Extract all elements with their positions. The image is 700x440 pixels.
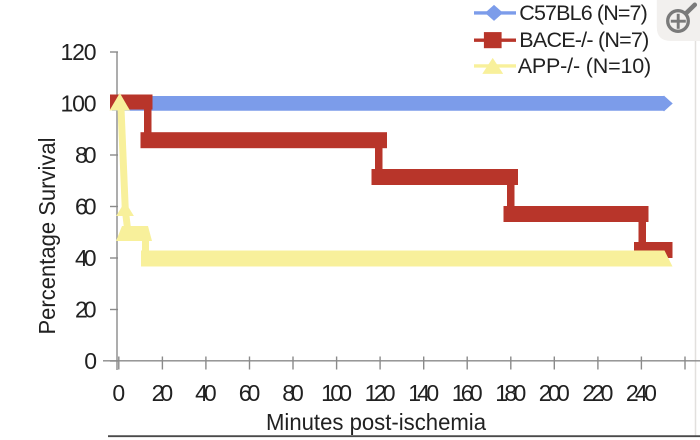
svg-text:Percentage Survival: Percentage Survival <box>34 138 60 335</box>
svg-text:160: 160 <box>452 380 483 406</box>
svg-text:80: 80 <box>282 380 304 406</box>
svg-text:180: 180 <box>495 380 526 406</box>
svg-text:140: 140 <box>408 380 439 406</box>
svg-text:40: 40 <box>75 245 97 271</box>
svg-text:200: 200 <box>539 380 570 406</box>
svg-text:40: 40 <box>195 380 217 406</box>
svg-text:0: 0 <box>112 380 125 406</box>
svg-text:20: 20 <box>75 297 97 323</box>
svg-text:80: 80 <box>75 142 97 168</box>
svg-text:0: 0 <box>84 348 97 374</box>
svg-text:120: 120 <box>61 39 97 65</box>
svg-text:220: 220 <box>582 380 613 406</box>
svg-text:60: 60 <box>239 380 261 406</box>
svg-text:100: 100 <box>61 91 97 117</box>
svg-text:120: 120 <box>365 380 396 406</box>
svg-text:20: 20 <box>152 380 174 406</box>
svg-text:100: 100 <box>321 380 352 406</box>
svg-text:C57BL6 (N=7): C57BL6 (N=7) <box>519 1 648 25</box>
svg-text:240: 240 <box>626 380 657 406</box>
svg-text:60: 60 <box>75 194 97 220</box>
svg-text:BACE-/- (N=7): BACE-/- (N=7) <box>519 28 649 52</box>
svg-text:APP-/- (N=10): APP-/- (N=10) <box>518 54 652 78</box>
svg-text:Minutes post-ischemia: Minutes post-ischemia <box>266 409 486 435</box>
